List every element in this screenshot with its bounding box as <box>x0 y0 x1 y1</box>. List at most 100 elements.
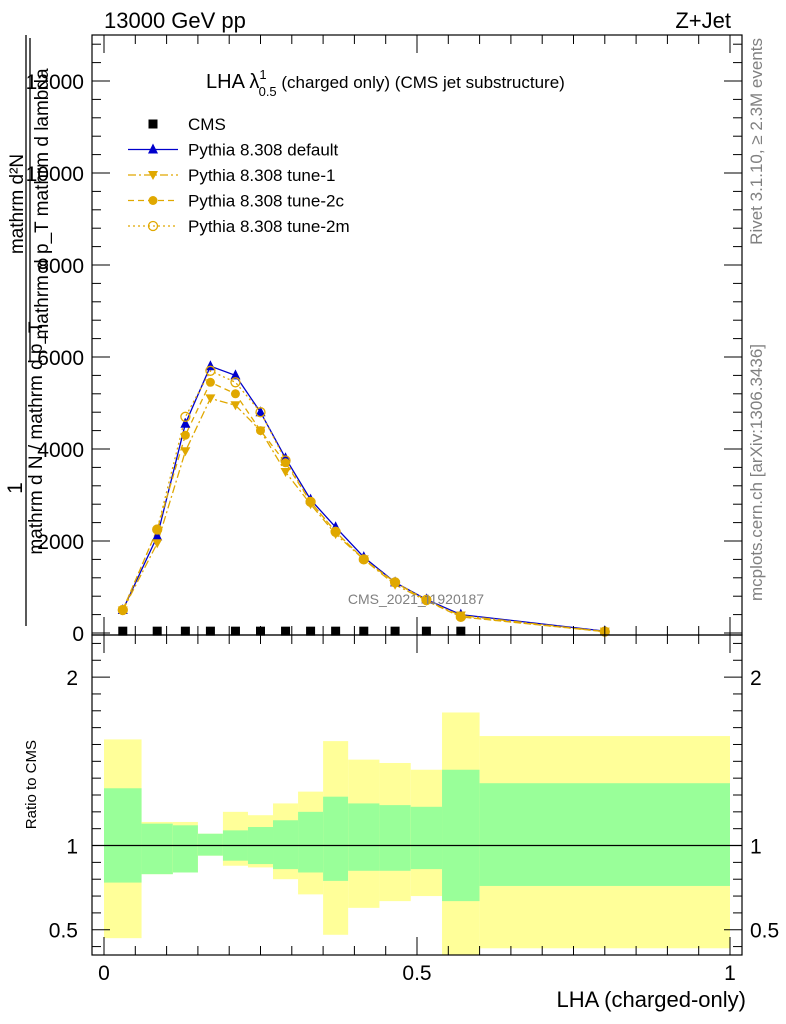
green-band-bin <box>379 805 411 871</box>
ratio-panel: 0.5 0.5 1 1 2 2 0 0.5 1 Ratio to CMS <box>23 634 779 985</box>
data-point-series-4 <box>455 611 466 623</box>
data-point-series-4 <box>305 496 316 508</box>
green-band-bin <box>172 825 198 873</box>
legend-marker <box>148 196 158 205</box>
y-tick-label: 4000 <box>37 439 84 462</box>
legend-marker <box>147 220 159 232</box>
data-point-series-4 <box>280 455 291 466</box>
data-point-series-0 <box>180 626 190 636</box>
data-point-series-0 <box>331 626 341 636</box>
data-point-series-0 <box>118 626 128 636</box>
data-point-series-4 <box>230 377 241 388</box>
data-point-series-3 <box>421 596 431 606</box>
data-point-series-0 <box>152 626 162 636</box>
ratio-y-tick-label-right: 0.5 <box>750 920 779 943</box>
legend-label: Pythia 8.308 tune-2m <box>188 217 350 236</box>
ylabel-numerator: 1 <box>4 482 27 494</box>
legend-label: CMS <box>188 115 226 134</box>
ratio-x-axis: 0 0.5 1 <box>98 635 736 985</box>
x-axis-label: LHA (charged-only) <box>556 987 746 1012</box>
x-tick-label: 1 <box>724 962 736 985</box>
green-band-bin <box>442 769 480 902</box>
ratio-y-tick-label-right: 1 <box>750 836 762 859</box>
ratio-y-tick-label: 2 <box>66 667 78 690</box>
series-line-4 <box>122 369 605 633</box>
data-point-series-0 <box>281 626 291 636</box>
ratio-y-tick-label: 1 <box>66 836 78 859</box>
y-tick-label: 10000 <box>26 163 84 186</box>
green-band-bin <box>410 806 443 870</box>
data-point-series-3 <box>205 377 215 387</box>
data-point-series-0 <box>390 626 400 636</box>
main-y-label: 1 mathrm d N / mathrm d p_T mathrm d²N m… <box>4 35 53 626</box>
series-line-2 <box>122 397 605 633</box>
ylabel-denominator: mathrm d N / mathrm d p_T <box>26 321 47 555</box>
data-point-series-3 <box>152 525 162 534</box>
data-point-series-4 <box>358 554 369 565</box>
green-band-bin <box>348 803 380 871</box>
green-band-bin <box>298 811 324 873</box>
data-point-series-0 <box>359 626 369 636</box>
data-point-series-0 <box>421 626 431 636</box>
data-point-series-2 <box>152 539 163 549</box>
main-x-ticks <box>103 35 731 635</box>
watermark: CMS_2021_I1920187 <box>348 591 484 607</box>
legend-label: Pythia 8.308 tune-1 <box>188 166 335 185</box>
data-point-series-3 <box>256 426 265 436</box>
green-band-bin <box>323 796 349 881</box>
green-band-bin <box>104 788 142 883</box>
ratio-y-label: Ratio to CMS <box>23 740 40 829</box>
data-point-series-3 <box>331 527 341 537</box>
data-point-series-3 <box>118 605 128 615</box>
chart-title: LHA λ1 0.5 (charged only) (CMS jet substr… <box>206 67 565 99</box>
data-point-series-0 <box>205 626 215 636</box>
green-band-bin <box>141 823 173 875</box>
y-tick-label: 0 <box>72 623 84 646</box>
green-band-bin <box>479 783 730 886</box>
data-point-series-4 <box>117 604 128 616</box>
data-point-series-0 <box>230 626 240 636</box>
legend-marker <box>148 119 158 129</box>
data-point-series-4 <box>205 365 216 376</box>
legend-label: Pythia 8.308 default <box>188 141 339 160</box>
data-point-series-3 <box>390 577 400 587</box>
main-panel: 0 2000 4000 6000 8000 10000 12000 CMS_2021_I19… <box>26 34 743 646</box>
data-point-series-2 <box>205 394 216 404</box>
data-point-series-4 <box>180 411 191 422</box>
green-band-bin <box>273 820 299 870</box>
rivet-label: Rivet 3.1.10, ≥ 2.3M events <box>747 38 766 245</box>
data-point-series-2 <box>230 401 241 411</box>
data-point-series-3 <box>306 497 316 507</box>
legend: CMS Pythia 8.308 default Pythia 8.308 tune… <box>128 115 350 236</box>
data-point-series-4 <box>330 526 341 537</box>
ratio-bands <box>104 712 730 955</box>
legend-label: Pythia 8.308 tune-2c <box>188 192 344 211</box>
data-point-series-4 <box>255 407 266 418</box>
data-point-series-4 <box>152 524 163 535</box>
header-right: Z+Jet <box>675 8 731 33</box>
header-left: 13000 GeV pp <box>104 8 246 33</box>
ylabel-rhs-bottom: mathrm d p_T mathrm d lambda <box>32 68 53 339</box>
data-point-series-2 <box>280 468 291 477</box>
data-point-series-1 <box>152 530 163 541</box>
green-band-bin <box>197 833 223 856</box>
legend-marker <box>148 143 158 154</box>
data-point-series-4 <box>421 594 432 606</box>
ylabel-rhs-top: mathrm d²N <box>7 154 28 254</box>
x-tick-label: 0.5 <box>402 962 431 985</box>
data-point-series-2 <box>180 447 191 457</box>
y-tick-label: 8000 <box>37 255 84 278</box>
data-point-series-3 <box>230 389 240 399</box>
ratio-y-tick-label-right: 2 <box>750 667 762 690</box>
data-point-series-4 <box>389 577 401 588</box>
data-point-series-3 <box>456 612 466 622</box>
main-y-axis: 0 2000 4000 6000 8000 10000 12000 <box>26 43 742 646</box>
data-point-series-1 <box>180 417 191 428</box>
data-point-series-3 <box>359 554 369 564</box>
ratio-y-axis: 0.5 0.5 1 1 2 2 <box>49 642 779 948</box>
y-tick-label: 2000 <box>37 531 84 554</box>
mcplots-label: mcplots.cern.ch [arXiv:1306.3436] <box>747 344 766 601</box>
x-tick-label: 0 <box>98 962 110 985</box>
data-point-series-0 <box>456 626 466 636</box>
